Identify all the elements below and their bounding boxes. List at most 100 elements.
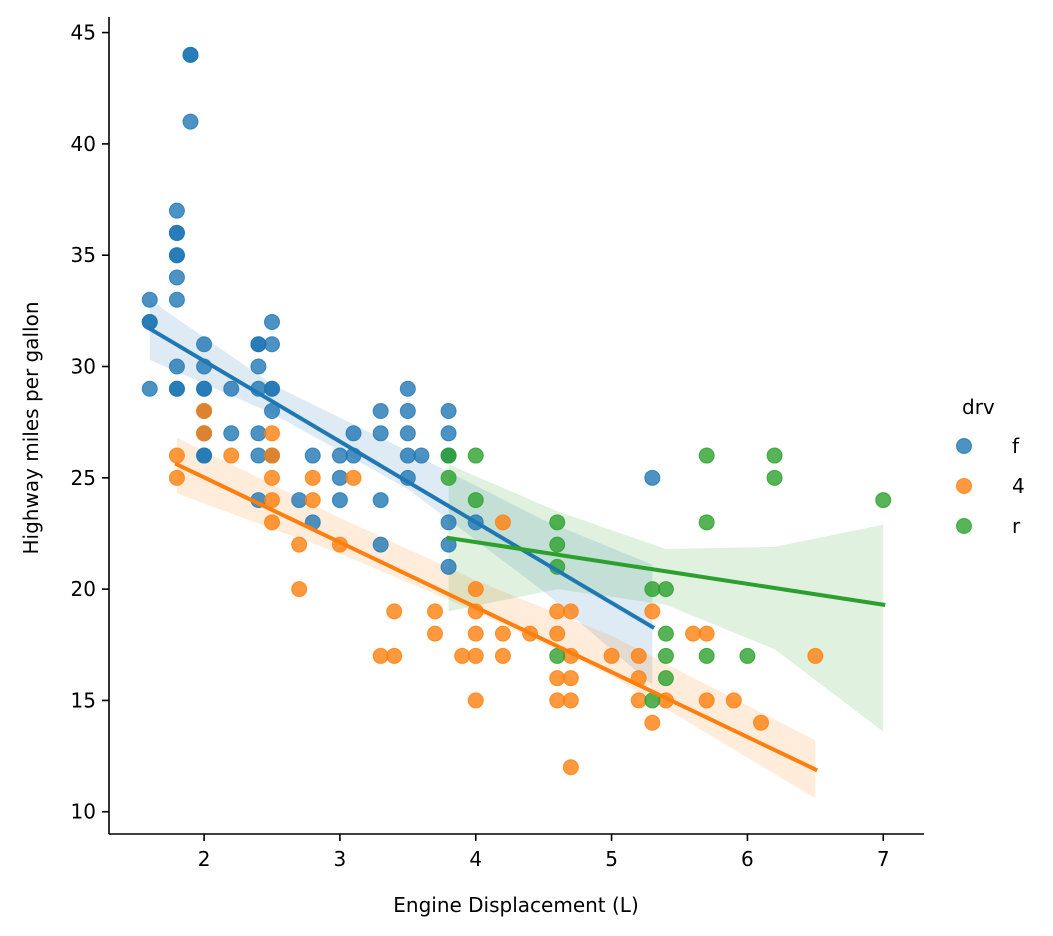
data-point-r <box>766 469 783 486</box>
data-point-4 <box>196 403 213 420</box>
data-point-r <box>698 447 715 464</box>
data-point-f <box>331 469 348 486</box>
data-point-4 <box>644 714 661 731</box>
y-tick-label: 15 <box>71 688 96 712</box>
data-point-4 <box>685 625 702 642</box>
data-point-f <box>168 202 185 219</box>
data-point-f <box>264 380 280 397</box>
data-point-f <box>141 380 158 397</box>
data-point-f <box>264 313 280 330</box>
data-point-f <box>250 447 267 464</box>
data-point-4 <box>562 603 579 620</box>
data-point-4 <box>264 514 280 531</box>
data-point-r <box>739 647 756 664</box>
data-point-4 <box>725 692 742 709</box>
x-axis-ticks: 2 3 4 5 6 7 <box>198 834 890 871</box>
data-point-f <box>196 447 213 464</box>
data-point-4 <box>698 625 715 642</box>
data-point-f <box>440 514 457 531</box>
data-point-4 <box>304 469 321 486</box>
data-point-f <box>399 380 416 397</box>
data-point-f <box>223 425 240 442</box>
data-point-f <box>331 492 348 509</box>
data-point-f <box>223 380 240 397</box>
data-point-4 <box>345 469 362 486</box>
data-point-4 <box>549 692 566 709</box>
data-point-4 <box>549 603 566 620</box>
data-point-4 <box>494 647 511 664</box>
data-point-r <box>657 581 674 598</box>
data-point-4 <box>494 514 511 531</box>
data-point-f <box>264 336 280 353</box>
data-point-f <box>372 492 389 509</box>
y-tick-label: 45 <box>71 21 96 45</box>
data-point-r <box>467 492 484 509</box>
data-point-4 <box>168 469 185 486</box>
regression-line-f <box>147 325 656 630</box>
data-point-f <box>250 425 267 442</box>
x-tick-label: 5 <box>605 847 618 871</box>
data-point-r <box>549 647 566 664</box>
data-point-4 <box>630 647 647 664</box>
data-point-4 <box>264 469 280 486</box>
data-point-f <box>196 336 213 353</box>
data-point-4 <box>467 647 484 664</box>
data-point-4 <box>562 670 579 687</box>
data-point-f <box>644 469 661 486</box>
data-point-4 <box>427 625 443 642</box>
data-point-f <box>250 336 267 353</box>
data-point-r <box>657 625 674 642</box>
legend-marker-f <box>956 438 972 454</box>
data-point-r <box>698 647 715 664</box>
data-point-4 <box>549 670 566 687</box>
data-point-4 <box>264 447 280 464</box>
data-point-f <box>345 425 362 442</box>
data-point-f <box>440 425 457 442</box>
legend-label-r: r <box>1012 514 1021 538</box>
data-point-r <box>549 514 566 531</box>
legend-label-4: 4 <box>1012 474 1025 498</box>
data-point-r <box>875 492 892 509</box>
data-point-f <box>372 403 389 420</box>
data-point-f <box>399 425 416 442</box>
data-point-f <box>196 380 213 397</box>
legend: drv f 4 r <box>956 395 1025 538</box>
data-point-4 <box>223 447 240 464</box>
data-point-f <box>399 447 416 464</box>
data-point-f <box>413 447 430 464</box>
x-tick-label: 2 <box>198 847 211 871</box>
data-point-f <box>182 46 199 63</box>
y-tick-label: 20 <box>71 577 96 601</box>
data-point-4 <box>427 603 443 620</box>
legend-label-f: f <box>1012 434 1020 458</box>
data-point-f <box>372 425 389 442</box>
data-point-4 <box>562 692 579 709</box>
y-axis-label: Highway miles per gallon <box>19 301 43 554</box>
data-point-4 <box>494 625 511 642</box>
x-tick-label: 3 <box>334 847 347 871</box>
data-point-f <box>168 380 185 397</box>
data-point-r <box>698 514 715 531</box>
data-point-f <box>372 536 389 553</box>
data-point-f <box>291 492 308 509</box>
legend-title: drv <box>962 395 995 419</box>
confidence-band-r <box>448 464 884 732</box>
data-point-f <box>168 291 185 308</box>
data-point-4 <box>291 536 308 553</box>
y-tick-label: 35 <box>71 243 96 267</box>
data-point-r <box>467 447 484 464</box>
data-point-f <box>182 113 199 130</box>
data-point-f <box>168 247 185 264</box>
data-point-4 <box>644 603 661 620</box>
data-point-f <box>440 403 457 420</box>
data-point-4 <box>549 625 566 642</box>
regression-line-r <box>446 535 886 607</box>
data-point-f <box>331 447 348 464</box>
data-point-f <box>250 358 267 375</box>
data-point-4 <box>467 692 484 709</box>
data-point-r <box>657 647 674 664</box>
data-point-f <box>168 224 185 241</box>
data-point-4 <box>753 714 769 731</box>
data-point-4 <box>467 581 484 598</box>
